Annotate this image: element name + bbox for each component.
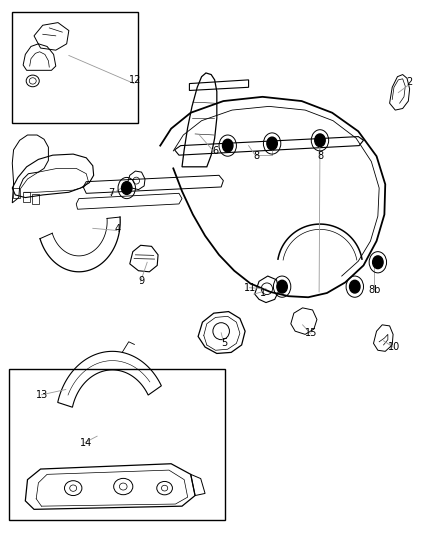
Text: 8b: 8b [369, 285, 381, 295]
Circle shape [373, 256, 383, 269]
Text: 4: 4 [115, 224, 121, 235]
Circle shape [350, 280, 360, 293]
Bar [13, 188, 20, 198]
Text: 7: 7 [108, 188, 114, 198]
Text: 15: 15 [305, 328, 318, 338]
Circle shape [277, 280, 287, 293]
Circle shape [315, 134, 325, 147]
Text: 9: 9 [138, 276, 145, 286]
Circle shape [223, 139, 233, 152]
Text: 8: 8 [317, 151, 323, 161]
Text: 11: 11 [244, 282, 257, 293]
Text: 13: 13 [36, 390, 49, 400]
Bar [32, 195, 39, 204]
Text: 6: 6 [212, 146, 219, 156]
Text: 12: 12 [129, 75, 141, 85]
Circle shape [267, 137, 277, 150]
Bar [12, 12, 138, 123]
Circle shape [121, 182, 132, 195]
Text: 14: 14 [80, 438, 92, 448]
Text: 2: 2 [406, 77, 413, 87]
Text: 5: 5 [221, 338, 227, 349]
Bar [23, 192, 30, 202]
Bar [9, 369, 225, 520]
Text: 1: 1 [259, 288, 265, 298]
Text: 8: 8 [253, 151, 259, 161]
Text: 10: 10 [388, 342, 400, 352]
